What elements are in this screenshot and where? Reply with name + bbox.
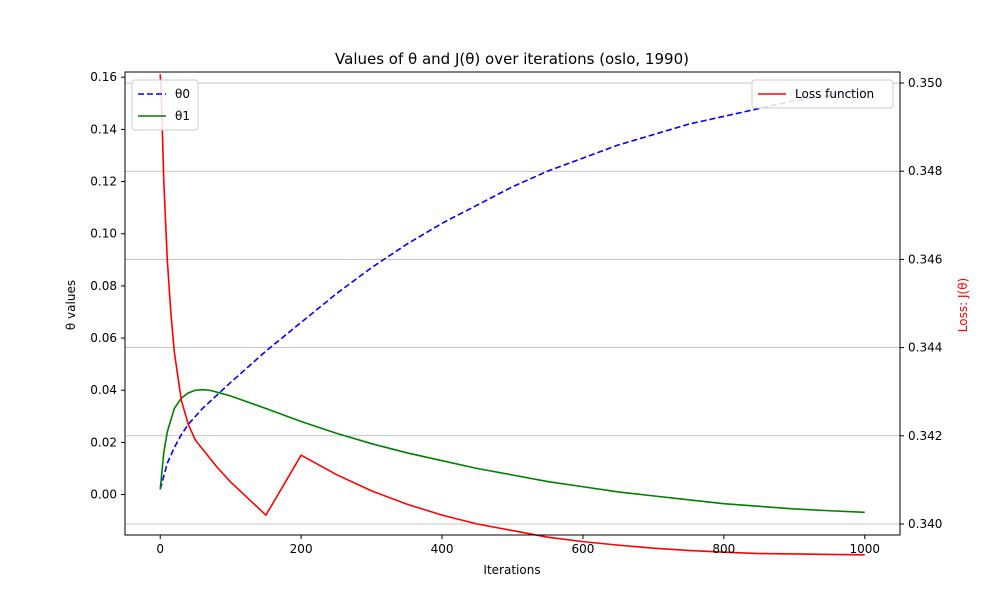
x-tick-label: 0 [156, 542, 164, 556]
legend-right: Loss function [751, 79, 894, 109]
y-left-tick-label: 0.00 [90, 488, 117, 502]
y-right-tick-label: 0.340 [908, 517, 942, 531]
y-left-tick-label: 0.08 [90, 279, 117, 293]
y-axis-right-label: Loss: J(θ) [956, 278, 970, 332]
y-left-tick-label: 0.04 [90, 383, 117, 397]
axes-layer: 0 200 400 600 800 1000 0.00 0.02 0.04 0.06 0.08 0.1… [90, 70, 942, 556]
legend-label: Loss function [795, 87, 874, 101]
plot-frame [124, 71, 901, 536]
x-tick-label: 600 [572, 542, 595, 556]
x-tick-label: 200 [290, 542, 313, 556]
y-left-tick-label: 0.02 [90, 435, 117, 449]
x-tick-label: 400 [431, 542, 454, 556]
y-axis-left-label: θ values [64, 280, 78, 330]
x-tick-label: 1000 [849, 542, 880, 556]
legend-box [751, 79, 894, 109]
grid-layer [125, 82, 900, 525]
y-right-tick-label: 0.342 [908, 429, 942, 443]
y-right-tick-label: 0.350 [908, 76, 942, 90]
y-left-tick-label: 0.14 [90, 122, 117, 136]
series-line-theta1 [159, 388, 865, 514]
y-right-tick-label: 0.346 [908, 252, 942, 266]
series-line-loss [159, 74, 865, 556]
y-left-tick-label: 0.10 [90, 227, 117, 241]
y-left-tick-label: 0.16 [90, 70, 117, 84]
series-layer [159, 74, 865, 556]
legend-label: θ1 [175, 109, 190, 123]
x-tick-label: 800 [712, 542, 735, 556]
y-left-tick-label: 0.06 [90, 331, 117, 345]
series-line-theta0 [159, 89, 865, 490]
legend-left: θ0 θ1 [131, 79, 199, 131]
legend-label: θ0 [175, 87, 190, 101]
x-axis-label: Iterations [483, 563, 540, 577]
y-right-tick-label: 0.348 [908, 164, 942, 178]
y-left-tick-label: 0.12 [90, 175, 117, 189]
y-right-tick-label: 0.344 [908, 341, 942, 355]
chart-title: Values of θ and J(θ) over iterations (os… [335, 50, 689, 68]
legend-box [131, 79, 199, 131]
